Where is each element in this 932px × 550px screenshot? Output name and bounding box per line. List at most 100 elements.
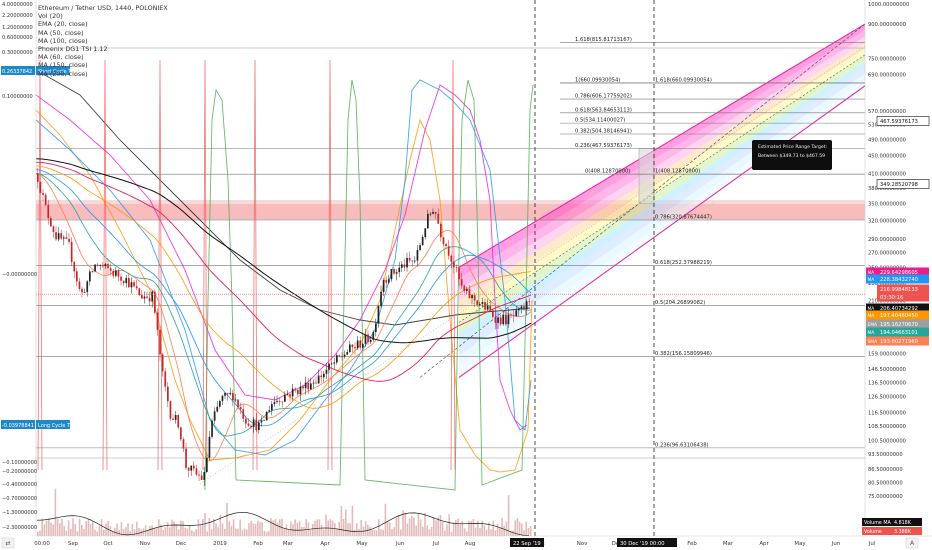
candle-body — [164, 371, 167, 387]
candle-body — [78, 281, 81, 289]
fib-level-label: 0.5(204.26899082) — [655, 300, 705, 306]
volume-bar — [452, 522, 455, 536]
legend-item[interactable]: Phoenix DG1 TSI 1.12 — [38, 45, 108, 54]
volume-bar — [373, 529, 376, 536]
x-axis-tick: Dec — [176, 541, 186, 547]
long-cycle-tag — [1, 420, 35, 429]
price-label — [877, 310, 929, 320]
candle-body — [57, 233, 60, 240]
left-axis-tick: −0.10000000 — [2, 460, 37, 466]
volume-bar — [237, 528, 239, 536]
legend-item[interactable]: Vol (20) — [38, 12, 63, 21]
fib-level-label: 0.236(467.59376173) — [575, 143, 632, 149]
candle-body — [497, 317, 499, 323]
candle-body — [96, 264, 99, 266]
volume-bar — [182, 521, 184, 536]
fib-level-label: 0.382(504.38146941) — [575, 129, 632, 135]
volume-bar — [347, 523, 349, 536]
legend-item[interactable]: MA (50, close) — [38, 28, 84, 37]
legend-item[interactable]: MA (60, close) — [38, 53, 84, 62]
indicator-tag-text: MA — [868, 270, 875, 276]
legend-item[interactable]: MA (200, close) — [38, 69, 88, 78]
volume-bar — [144, 525, 147, 536]
volume-bar — [402, 510, 404, 536]
volume-bar — [215, 523, 217, 536]
candle-body — [375, 323, 377, 332]
candle-body — [120, 276, 122, 281]
candle-body — [76, 271, 78, 282]
candle-body — [492, 310, 494, 317]
volume-bar — [246, 529, 248, 536]
candle-body — [200, 475, 203, 480]
fib-level-label: 1.618(815.81713167) — [575, 37, 632, 43]
candle-body — [122, 280, 125, 284]
right-axis-tick: 750.00000000 — [868, 57, 906, 63]
legend-item[interactable]: MA (100, close) — [38, 36, 88, 45]
volume-bar — [411, 516, 413, 536]
volume-bar — [320, 524, 323, 536]
volume-bar — [138, 527, 140, 536]
candle-body — [390, 269, 393, 280]
channel-band — [459, 67, 865, 356]
volume-bar — [120, 522, 123, 536]
x-axis-tick: Nov — [140, 541, 151, 547]
volume-bar — [147, 529, 149, 536]
right-axis-tick: 230.00000000 — [868, 281, 906, 287]
volume-label: Volume — [864, 529, 882, 535]
left-axis-tick: −0.70000000 — [2, 496, 37, 502]
left-axis-tick: 0.10000000 — [2, 94, 33, 100]
candle-body — [226, 392, 229, 395]
x-axis-tick: Feb — [687, 541, 697, 547]
candle-body — [115, 270, 117, 276]
right-axis-tick: 116.50000000 — [868, 410, 906, 416]
price-label-text: 228.38432740 — [880, 277, 918, 283]
short-cycle-label: Short Cycle TSI — [38, 69, 76, 75]
volume-bar — [496, 523, 499, 536]
candle-body — [304, 382, 307, 389]
candle-body — [320, 375, 323, 378]
volume-bar — [433, 518, 435, 536]
volume-bar — [479, 527, 481, 536]
candle-body — [395, 272, 398, 274]
candle-body — [458, 267, 460, 280]
right-axis-tick: 108.50000000 — [868, 424, 906, 430]
volume-bar — [468, 520, 470, 536]
fib-level-label: 1(408.12870000) — [655, 169, 700, 175]
candle-body — [195, 468, 198, 475]
candle-body — [190, 465, 193, 471]
volume-bar — [177, 529, 180, 536]
chart-title: Ethereum / Tether USD, 1440, POLONIEX — [38, 4, 168, 12]
volume-bar — [514, 520, 516, 536]
volume-bar — [37, 531, 39, 536]
volume-bar — [492, 520, 494, 536]
legend-item[interactable]: EMA (20, close) — [38, 20, 88, 29]
volume-bar — [127, 523, 129, 536]
volume-bar — [499, 527, 501, 536]
candle-body — [479, 304, 481, 305]
candle-body — [104, 263, 107, 267]
candle-body — [333, 362, 336, 364]
short-cycle-value: 0.26337842 — [2, 69, 32, 75]
candle-body — [406, 257, 408, 268]
volume-bar — [301, 527, 303, 536]
volume-ma-value: 4.818K — [894, 520, 912, 526]
candle-body — [65, 237, 68, 239]
volume-bar — [296, 522, 299, 536]
candle-body — [312, 382, 315, 384]
candle-body — [252, 419, 255, 427]
volume-bar — [276, 522, 279, 536]
candle-body — [63, 237, 65, 239]
long-cycle-label-bg — [36, 420, 70, 429]
volume-bar — [149, 525, 151, 536]
candle-body — [83, 292, 86, 293]
right-axis-tick: 86.50000000 — [868, 467, 903, 473]
right-axis-tick: 270.00000000 — [868, 251, 906, 257]
volume-bar — [303, 527, 305, 536]
legend-item[interactable]: MA (150, close) — [38, 61, 88, 70]
left-axis-tick: −2.30000000 — [2, 525, 37, 531]
price-label-text: 194.04663101 — [880, 330, 918, 336]
volume-bar — [107, 520, 109, 536]
indicator-tag-text: MA — [868, 306, 875, 312]
right-axis-tick: 900.00000000 — [868, 22, 906, 28]
